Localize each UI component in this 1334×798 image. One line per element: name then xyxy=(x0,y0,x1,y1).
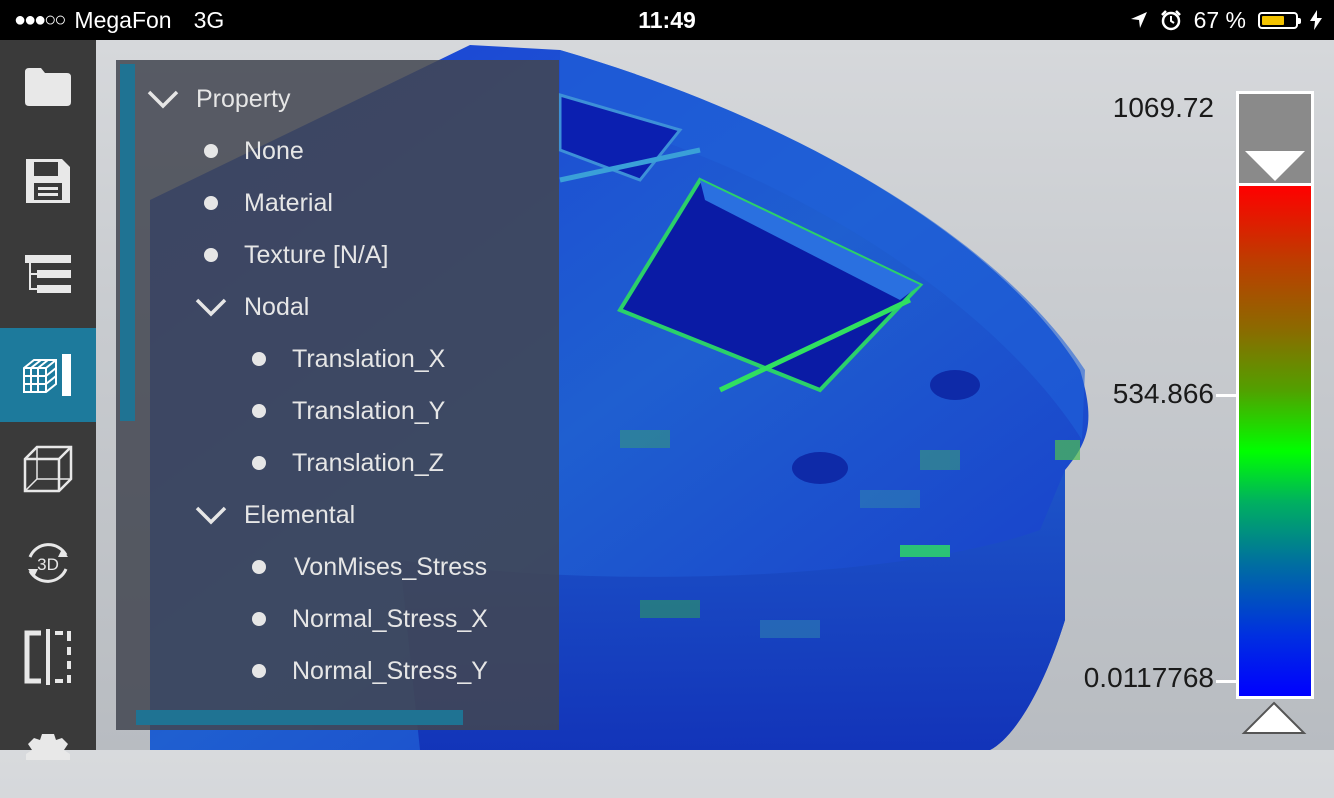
tree-group-property[interactable]: Property xyxy=(146,73,290,125)
folder-icon xyxy=(25,68,71,106)
tree-label: Translation_X xyxy=(292,344,446,373)
tree-item-normal-stress-x[interactable]: Normal_Stress_X xyxy=(252,593,488,645)
tree-label: Normal_Stress_Y xyxy=(292,656,488,685)
status-bar: ●●●○○ MegaFon 3G 11:49 67 % xyxy=(0,0,1334,40)
alarm-icon xyxy=(1160,10,1181,31)
rotate-3d-button[interactable]: 3D xyxy=(0,516,96,610)
tree-item-translation-y[interactable]: Translation_Y xyxy=(252,385,445,437)
tree-label: None xyxy=(244,136,304,165)
bullet-icon xyxy=(252,456,266,470)
max-threshold-handle-icon[interactable] xyxy=(1243,149,1307,183)
tree-label: Texture [N/A] xyxy=(244,240,389,269)
section-view-button[interactable] xyxy=(0,610,96,704)
model-results-icon xyxy=(23,354,71,396)
tree-label-selected: VonMises_Stress xyxy=(294,552,488,581)
tree-label: Translation_Z xyxy=(292,448,444,477)
tree-item-translation-x[interactable]: Translation_X xyxy=(252,333,445,385)
carrier-name: MegaFon xyxy=(74,6,172,33)
tree-label: Material xyxy=(244,188,333,217)
location-arrow-icon xyxy=(1130,12,1147,28)
tree-icon xyxy=(25,255,71,293)
chevron-down-icon xyxy=(147,90,179,109)
settings-gear-icon xyxy=(26,734,70,760)
legend-mid-value: 534.866 xyxy=(1112,378,1214,409)
wireframe-cube-icon xyxy=(23,445,73,493)
results-display-button[interactable] xyxy=(0,328,96,422)
legend-mid-tick xyxy=(1216,394,1236,397)
bullet-icon xyxy=(252,560,266,574)
tree-item-normal-stress-y[interactable]: Normal_Stress_Y xyxy=(252,645,488,697)
open-file-button[interactable] xyxy=(0,40,96,134)
tree-item-translation-z[interactable]: Translation_Z xyxy=(252,437,444,489)
battery-icon xyxy=(1258,11,1301,29)
legend-gradient-bar xyxy=(1236,183,1314,699)
bullet-icon xyxy=(204,144,218,158)
tree-group-nodal[interactable]: Nodal xyxy=(194,281,309,333)
chevron-down-icon xyxy=(195,298,227,317)
horizontal-scrollbar[interactable] xyxy=(136,710,463,725)
rotate-3d-icon: 3D xyxy=(28,543,68,583)
bullet-icon xyxy=(252,612,266,626)
legend-min-tick xyxy=(1216,680,1236,683)
network-type: 3G xyxy=(193,6,225,33)
tree-item-material[interactable]: Material xyxy=(204,177,333,229)
model-tree-button[interactable] xyxy=(0,228,96,322)
bullet-icon xyxy=(204,248,218,262)
min-threshold-handle-icon[interactable] xyxy=(1240,700,1308,736)
bullet-icon xyxy=(252,404,266,418)
tree-group-elemental[interactable]: Elemental xyxy=(194,489,355,541)
clock: 11:49 xyxy=(638,7,696,33)
section-split-icon xyxy=(24,629,71,685)
tree-label: Translation_Y xyxy=(292,396,446,425)
tree-item-none[interactable]: None xyxy=(204,125,304,177)
property-tree-panel: Property None Material Texture [N/A] Nod… xyxy=(116,60,559,730)
bullet-icon xyxy=(252,352,266,366)
charging-bolt-icon xyxy=(1310,10,1322,30)
bullet-icon xyxy=(204,196,218,210)
left-toolbar: 3D xyxy=(0,40,96,760)
signal-strength: ●●●○○ xyxy=(14,8,66,31)
legend-min-value: 0.0117768 xyxy=(1083,662,1214,693)
wireframe-button[interactable] xyxy=(0,422,96,516)
chevron-down-icon xyxy=(195,506,227,525)
tree-item-texture[interactable]: Texture [N/A] xyxy=(204,229,389,281)
rotate-3d-label: 3D xyxy=(37,555,59,574)
battery-percent: 67 % xyxy=(1193,6,1246,33)
vertical-scrollbar[interactable] xyxy=(120,64,135,421)
settings-button[interactable] xyxy=(0,704,96,798)
legend-max-value: 1069.72 xyxy=(1112,92,1214,123)
tree-label: Elemental xyxy=(244,500,356,529)
legend-out-of-range-top xyxy=(1236,91,1314,186)
tree-item-vonmises-stress[interactable]: VonMises_Stress xyxy=(252,541,530,593)
tree-label: Property xyxy=(196,84,291,113)
tree-label: Nodal xyxy=(244,292,310,321)
save-button[interactable] xyxy=(0,134,96,228)
tree-label: Normal_Stress_X xyxy=(292,604,488,633)
save-icon xyxy=(26,159,70,203)
bullet-icon xyxy=(252,664,266,678)
